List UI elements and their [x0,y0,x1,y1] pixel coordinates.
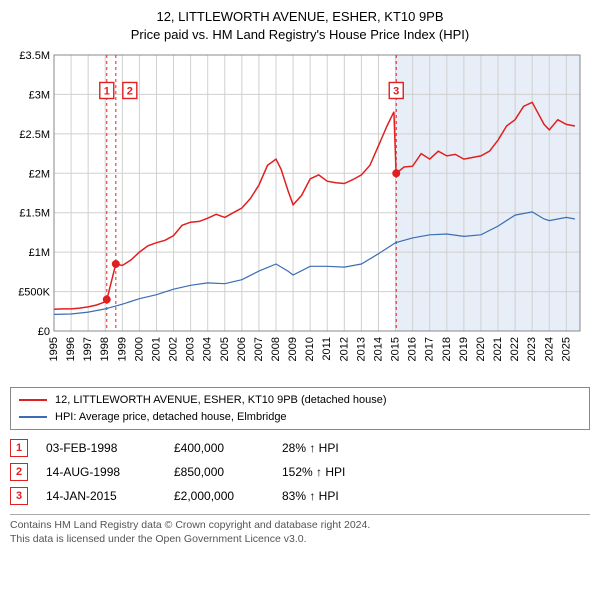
transaction-row: 3 14-JAN-2015 £2,000,000 83% ↑ HPI [10,484,590,508]
svg-text:1999: 1999 [116,337,128,361]
svg-text:£2M: £2M [29,168,50,180]
svg-text:£1M: £1M [29,247,50,259]
transaction-marker: 2 [10,463,28,481]
transaction-delta: 83% ↑ HPI [282,489,372,503]
svg-text:£3.5M: £3.5M [19,50,50,62]
svg-text:2022: 2022 [509,337,521,361]
legend-label: HPI: Average price, detached house, Elmb… [55,409,287,426]
legend: 12, LITTLEWORTH AVENUE, ESHER, KT10 9PB … [10,387,590,430]
legend-row: HPI: Average price, detached house, Elmb… [19,409,581,426]
svg-text:2: 2 [127,86,133,98]
transaction-price: £850,000 [174,465,264,479]
transaction-delta: 152% ↑ HPI [282,465,372,479]
footer: Contains HM Land Registry data © Crown c… [10,514,590,546]
svg-text:2009: 2009 [287,337,299,361]
svg-text:2015: 2015 [390,337,402,361]
legend-swatch [19,416,47,418]
svg-text:2001: 2001 [150,337,162,361]
svg-text:3: 3 [393,86,399,98]
svg-text:2021: 2021 [492,337,504,361]
legend-row: 12, LITTLEWORTH AVENUE, ESHER, KT10 9PB … [19,392,581,409]
svg-text:2014: 2014 [372,337,384,361]
chart-title: 12, LITTLEWORTH AVENUE, ESHER, KT10 9PB … [10,8,590,43]
svg-text:2012: 2012 [338,337,350,361]
svg-text:1997: 1997 [82,337,94,361]
transaction-date: 14-JAN-2015 [46,489,156,503]
legend-label: 12, LITTLEWORTH AVENUE, ESHER, KT10 9PB … [55,392,387,409]
transaction-marker: 1 [10,439,28,457]
svg-text:£3M: £3M [29,90,50,102]
svg-text:£0: £0 [38,326,50,338]
svg-text:2013: 2013 [355,337,367,361]
transaction-marker: 3 [10,487,28,505]
svg-text:1996: 1996 [65,337,77,361]
svg-text:2004: 2004 [202,337,214,361]
transaction-price: £400,000 [174,441,264,455]
svg-text:£2.5M: £2.5M [19,129,50,141]
svg-text:2020: 2020 [475,337,487,361]
legend-swatch [19,399,47,401]
chart-svg: £0 £500K £1M £1.5M £2M £2.5M £3M £3.5M 1995 1996 1… [10,49,590,379]
footer-line-2: This data is licensed under the Open Gov… [10,533,590,547]
svg-text:2010: 2010 [304,337,316,361]
transaction-delta: 28% ↑ HPI [282,441,372,455]
chart: £0 £500K £1M £1.5M £2M £2.5M £3M £3.5M 1995 1996 1… [10,49,590,379]
svg-text:2002: 2002 [168,337,180,361]
svg-text:2025: 2025 [560,337,572,361]
svg-text:2007: 2007 [253,337,265,361]
title-line-2: Price paid vs. HM Land Registry's House … [10,26,590,44]
transaction-table: 1 03-FEB-1998 £400,000 28% ↑ HPI 2 14-AUG-199… [10,436,590,508]
transaction-date: 03-FEB-1998 [46,441,156,455]
svg-text:2005: 2005 [219,337,231,361]
footer-line-1: Contains HM Land Registry data © Crown c… [10,519,590,533]
transaction-price: £2,000,000 [174,489,264,503]
transaction-row: 2 14-AUG-1998 £850,000 152% ↑ HPI [10,460,590,484]
svg-text:£500K: £500K [18,287,50,299]
svg-text:2003: 2003 [185,337,197,361]
transaction-row: 1 03-FEB-1998 £400,000 28% ↑ HPI [10,436,590,460]
svg-text:£1.5M: £1.5M [19,208,50,220]
svg-text:1998: 1998 [99,337,111,361]
svg-text:2018: 2018 [441,337,453,361]
svg-text:2017: 2017 [424,337,436,361]
svg-text:2000: 2000 [133,337,145,361]
svg-text:2011: 2011 [321,337,333,361]
svg-text:2023: 2023 [526,337,538,361]
title-line-1: 12, LITTLEWORTH AVENUE, ESHER, KT10 9PB [10,8,590,26]
svg-text:1: 1 [104,86,110,98]
svg-text:2016: 2016 [407,337,419,361]
svg-text:2006: 2006 [236,337,248,361]
svg-text:2008: 2008 [270,337,282,361]
transaction-date: 14-AUG-1998 [46,465,156,479]
svg-text:2024: 2024 [543,337,555,361]
svg-text:1995: 1995 [48,337,60,361]
svg-text:2019: 2019 [458,337,470,361]
